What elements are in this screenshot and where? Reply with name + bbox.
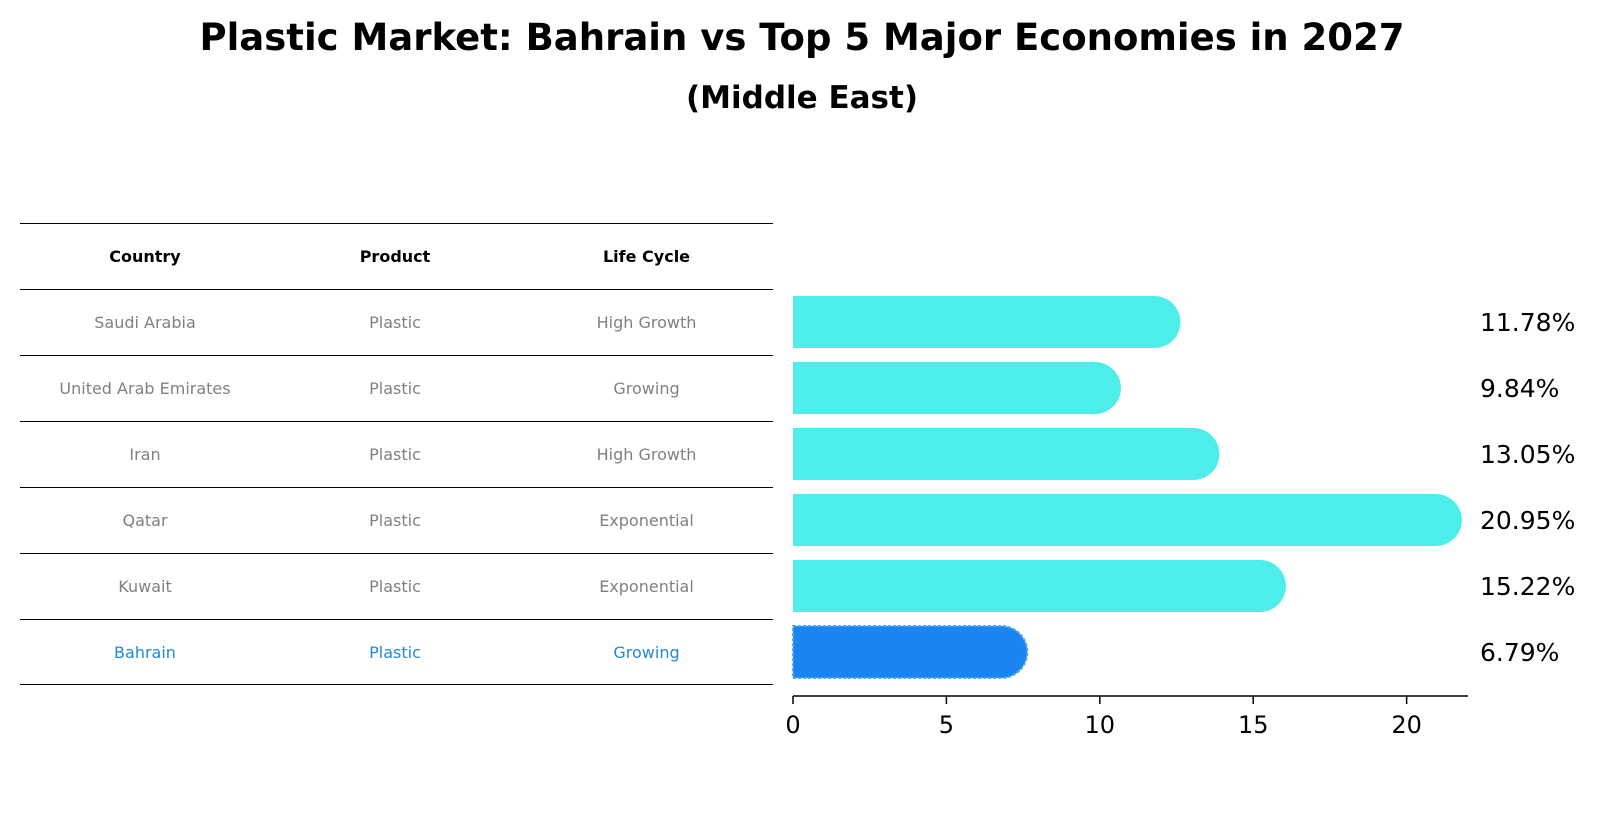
- cell-life-cycle: High Growth: [596, 313, 697, 332]
- cell-country: United Arab Emirates: [59, 379, 231, 398]
- cell-country: Qatar: [122, 511, 168, 530]
- bar: [793, 494, 1462, 546]
- cell-country: Kuwait: [118, 577, 172, 596]
- table-row-highlighted: Bahrain Plastic Growing: [20, 619, 773, 685]
- table-row: Qatar Plastic Exponential: [20, 487, 773, 553]
- cell-product: Plastic: [369, 313, 421, 332]
- bar: [792, 625, 1029, 679]
- cell-life-cycle: High Growth: [596, 445, 697, 464]
- table-row: Kuwait Plastic Exponential: [20, 553, 773, 619]
- bar: [793, 296, 1181, 348]
- data-table: Country Product Life Cycle Saudi Arabia …: [20, 223, 773, 685]
- table-row: United Arab Emirates Plastic Growing: [20, 355, 773, 421]
- cell-product: Plastic: [369, 643, 421, 662]
- cell-life-cycle: Exponential: [599, 511, 694, 530]
- x-tick-label: 15: [1238, 711, 1269, 739]
- cell-country: Iran: [129, 445, 161, 464]
- cell-product: Plastic: [369, 577, 421, 596]
- bar-value-label: 9.84%: [1480, 374, 1559, 403]
- x-tick-label: 10: [1085, 711, 1116, 739]
- bar: [793, 560, 1286, 612]
- x-tick-label: 5: [939, 711, 954, 739]
- header-life-cycle: Life Cycle: [602, 247, 691, 266]
- header-product: Product: [359, 247, 431, 266]
- cell-life-cycle: Exponential: [599, 577, 694, 596]
- cell-life-cycle: Growing: [613, 643, 680, 662]
- cell-product: Plastic: [369, 445, 421, 464]
- chart-title: Plastic Market: Bahrain vs Top 5 Major E…: [199, 16, 1405, 59]
- cell-country: Saudi Arabia: [94, 313, 196, 332]
- x-tick-label: 0: [785, 711, 800, 739]
- bar: [793, 428, 1220, 480]
- cell-life-cycle: Growing: [613, 379, 680, 398]
- bar-value-label: 6.79%: [1480, 638, 1559, 667]
- x-tick-label: 20: [1391, 711, 1422, 739]
- bar-value-label: 20.95%: [1480, 506, 1575, 535]
- bar-value-label: 13.05%: [1480, 440, 1575, 469]
- cell-product: Plastic: [369, 379, 421, 398]
- bar-value-label: 11.78%: [1480, 308, 1575, 337]
- table-header-row: Country Product Life Cycle: [20, 223, 773, 289]
- chart-subtitle: (Middle East): [685, 80, 918, 116]
- header-country: Country: [109, 247, 181, 266]
- bar: [793, 362, 1121, 414]
- table-row: Saudi Arabia Plastic High Growth: [20, 289, 773, 355]
- cell-country: Bahrain: [114, 643, 176, 662]
- cell-product: Plastic: [369, 511, 421, 530]
- bar-value-label: 15.22%: [1480, 572, 1575, 601]
- table-row: Iran Plastic High Growth: [20, 421, 773, 487]
